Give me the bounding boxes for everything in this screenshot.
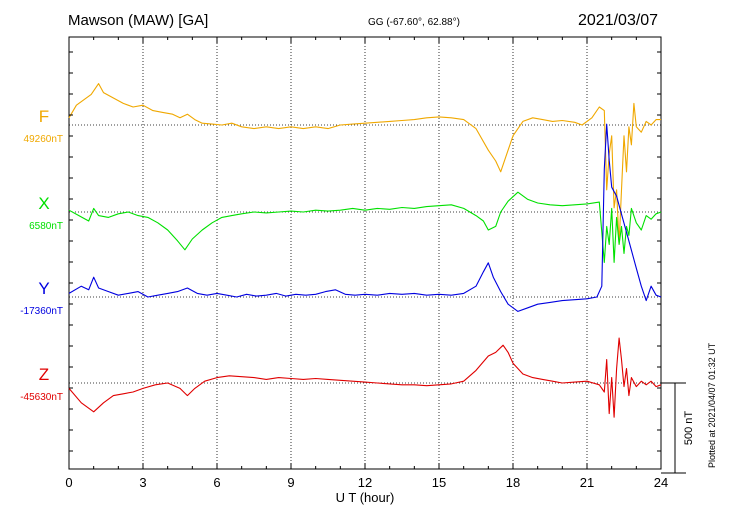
plot-date: 2021/03/07 xyxy=(578,12,659,29)
geographic-coordinates: GG (-67.60°, 62.88°) xyxy=(368,17,460,28)
trace-baseline-y: -17360nT xyxy=(20,306,63,317)
x-tick-label: 6 xyxy=(213,475,220,490)
x-tick-label: 12 xyxy=(358,475,372,490)
trace-baseline-x: 6580nT xyxy=(29,221,63,232)
plotted-timestamp: Plotted at 2021/04/07 01:32 UT xyxy=(707,342,717,468)
trace-y xyxy=(68,123,662,312)
trace-letter-y: Y xyxy=(38,279,49,298)
trace-baseline-z: -45630nT xyxy=(20,392,63,403)
x-tick-label: 21 xyxy=(580,475,594,490)
grid-layer xyxy=(142,37,588,469)
station-title: Mawson (MAW) [GA] xyxy=(68,12,209,29)
trace-x xyxy=(68,191,662,263)
x-tick-label: 9 xyxy=(287,475,294,490)
trace-baseline-f: 49260nT xyxy=(24,134,63,145)
scale-bar-label: 500 nT xyxy=(683,411,695,446)
scale-bar: 500 nT xyxy=(661,382,695,474)
trace-z xyxy=(68,337,662,418)
trace-letter-z: Z xyxy=(39,365,49,384)
x-tick-label: 18 xyxy=(506,475,520,490)
x-tick-label: 0 xyxy=(65,475,72,490)
trace-letter-f: F xyxy=(39,107,49,126)
x-tick-label: 24 xyxy=(654,475,668,490)
x-tick-label: 3 xyxy=(139,475,146,490)
trace-labels: F 49260nT X 6580nT Y -17360nT Z -45630nT xyxy=(20,107,63,403)
trace-letter-x: X xyxy=(38,194,49,213)
traces-layer xyxy=(68,83,662,418)
x-axis-label: U T (hour) xyxy=(336,490,395,505)
x-tick-label: 15 xyxy=(432,475,446,490)
tick-layer: 0 3 6 9 12 15 18 21 24 xyxy=(65,37,668,490)
